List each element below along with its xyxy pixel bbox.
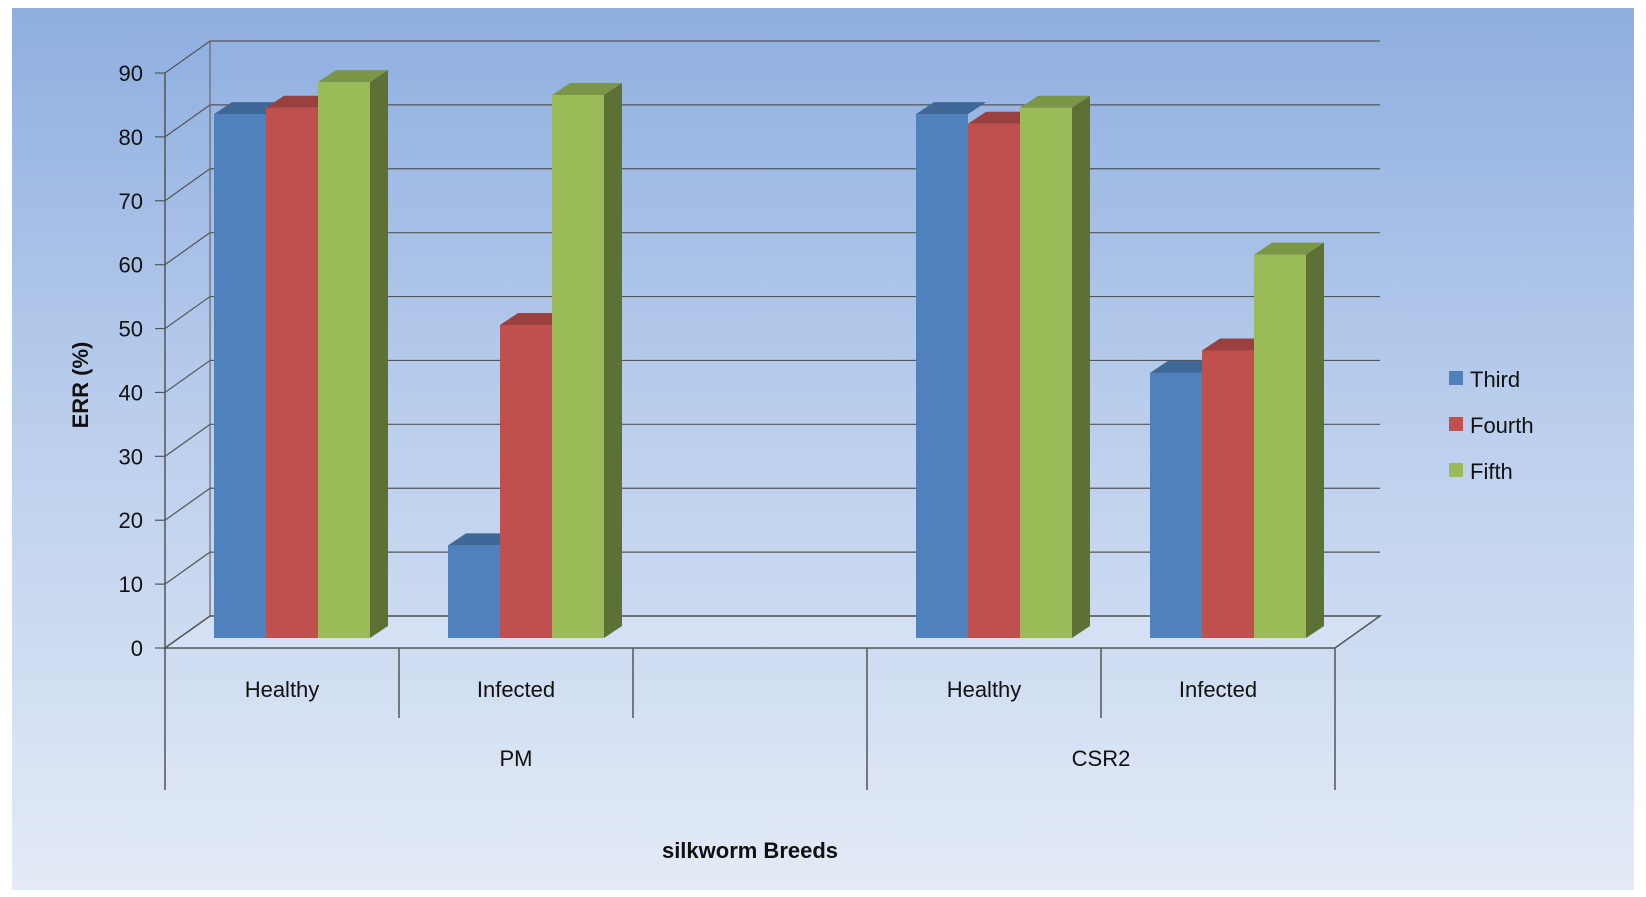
- bar-third: [916, 114, 968, 639]
- bar-fourth: [500, 324, 552, 638]
- x-tick-label: Infected: [477, 677, 555, 702]
- x-tick-label: Infected: [1179, 677, 1257, 702]
- gridline-side: [164, 104, 211, 138]
- y-tick-label: 30: [119, 444, 143, 469]
- bar-fifth: [1020, 107, 1072, 638]
- x-group-label: CSR2: [1072, 746, 1131, 771]
- bar-fourth: [1202, 350, 1254, 638]
- bar-top-fifth: [552, 82, 622, 95]
- x-tick-label: Healthy: [245, 677, 320, 702]
- y-tick-label: 60: [119, 253, 143, 278]
- legend: Third Fourth Fifth: [1449, 367, 1534, 484]
- bar-fifth: [318, 82, 370, 638]
- x-group-label: PM: [500, 746, 533, 771]
- bar-top-fifth: [1020, 95, 1090, 108]
- gridline-side: [164, 487, 211, 521]
- y-tick-label: 50: [119, 317, 143, 342]
- gridline-side: [164, 168, 211, 202]
- x-axis-title: silkworm Breeds: [662, 838, 838, 863]
- x-tick-label: Healthy: [947, 677, 1022, 702]
- gridline-side: [164, 423, 211, 457]
- bar-fifth: [1254, 254, 1306, 638]
- bar-fourth: [266, 107, 318, 638]
- legend-label-fourth: Fourth: [1470, 413, 1534, 438]
- bar-third: [448, 545, 500, 638]
- y-tick-label: 0: [131, 636, 143, 661]
- legend-swatch-fifth: [1449, 463, 1463, 477]
- bar-top-fifth: [318, 70, 388, 83]
- bar-fourth: [968, 123, 1020, 638]
- y-axis-title: ERR (%): [68, 342, 93, 429]
- y-tick-label: 70: [119, 189, 143, 214]
- gridline-side: [164, 232, 211, 266]
- gridline-side: [164, 296, 211, 330]
- y-tick-label: 40: [119, 380, 143, 405]
- y-tick-label: 80: [119, 125, 143, 150]
- axis-labels: ERR (%) silkworm Breeds 0 10 20 30 40 50 60 70 8…: [68, 61, 1257, 863]
- bar-side-fifth: [1306, 242, 1324, 638]
- y-tick-label: 90: [119, 61, 143, 86]
- gridline-side: [164, 40, 211, 74]
- bars: [214, 70, 1324, 639]
- bar-third: [1150, 372, 1202, 638]
- legend-swatch-third: [1449, 371, 1463, 385]
- legend-label-third: Third: [1470, 367, 1520, 392]
- bar-third: [214, 114, 266, 639]
- y-tick-label: 20: [119, 508, 143, 533]
- bar-top-fifth: [1254, 242, 1324, 255]
- y-tick-label: 10: [119, 572, 143, 597]
- legend-label-fifth: Fifth: [1470, 459, 1513, 484]
- gridline-side: [164, 551, 211, 585]
- bar-side-fifth: [604, 82, 622, 638]
- bar-side-fifth: [370, 70, 388, 638]
- bar-side-fifth: [1072, 95, 1090, 638]
- bar-top-third: [916, 102, 986, 115]
- legend-swatch-fourth: [1449, 417, 1463, 431]
- bar-fifth: [552, 94, 604, 638]
- gridline-side: [164, 359, 211, 393]
